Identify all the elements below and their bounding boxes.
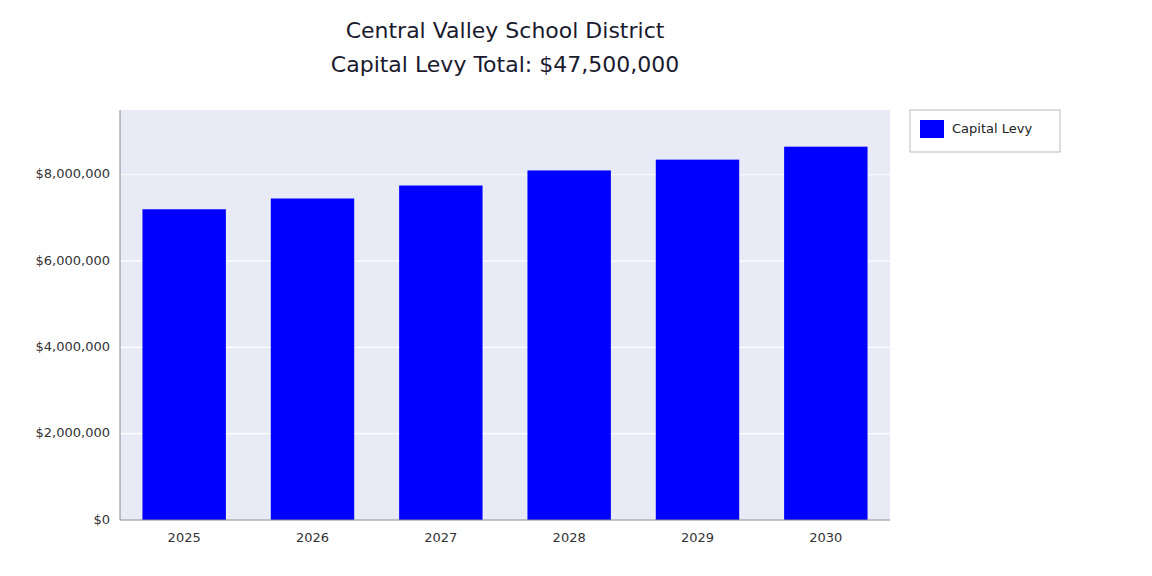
bar: [784, 147, 867, 520]
legend: Capital Levy: [910, 110, 1060, 152]
y-tick-label: $2,000,000: [36, 425, 110, 440]
x-tick-label: 2029: [681, 530, 714, 545]
grid-line: [120, 347, 890, 348]
x-tick-label: 2027: [424, 530, 457, 545]
x-axis-line: [120, 520, 890, 521]
subtitle: Capital Levy Total: $47,500,000: [331, 52, 679, 77]
x-tick-label: 2030: [809, 530, 842, 545]
y-tick-label: $6,000,000: [36, 253, 110, 268]
bars: [142, 147, 867, 520]
x-tick-label: 2025: [168, 530, 201, 545]
x-tick-label: 2026: [296, 530, 329, 545]
legend-swatch: [920, 120, 944, 138]
bar: [656, 160, 739, 520]
grid-line: [120, 260, 890, 261]
x-tick-label: 2028: [553, 530, 586, 545]
y-tick-label: $4,000,000: [36, 339, 110, 354]
y-tick-label: $8,000,000: [36, 166, 110, 181]
legend-label: Capital Levy: [952, 121, 1032, 136]
legend-frame: [910, 110, 1060, 152]
bar: [527, 170, 610, 520]
plot-background: [120, 110, 890, 520]
bar: [399, 186, 482, 520]
chart: Central Valley School District Capital Le…: [0, 0, 1152, 576]
grid-line: [120, 174, 890, 175]
grid-line: [120, 433, 890, 434]
title: Central Valley School District: [346, 18, 665, 43]
y-tick-label: $0: [93, 512, 110, 527]
bar: [271, 198, 354, 520]
grid-line: [120, 519, 890, 520]
bar: [142, 209, 225, 520]
y-axis-line: [120, 110, 121, 520]
